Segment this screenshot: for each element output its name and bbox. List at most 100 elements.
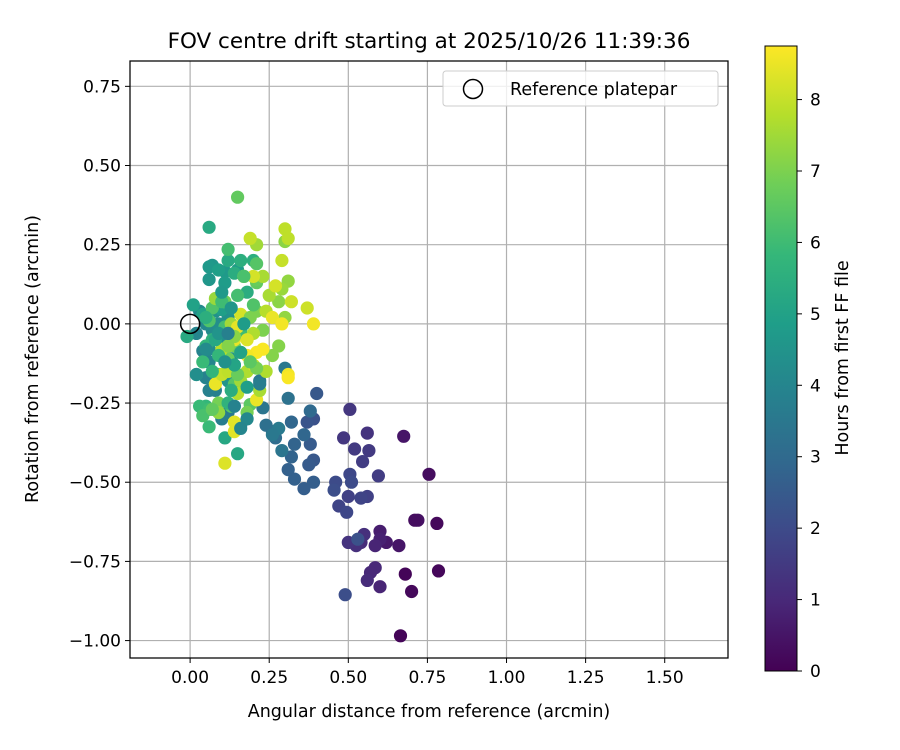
x-tick-label: 1.50 bbox=[646, 668, 684, 688]
y-tick-label: −0.25 bbox=[69, 394, 121, 414]
scatter-point bbox=[275, 317, 289, 331]
scatter-point bbox=[215, 285, 229, 299]
scatter-point bbox=[302, 458, 316, 472]
scatter-point bbox=[218, 456, 232, 470]
colorbar-tick-label: 5 bbox=[810, 305, 821, 325]
scatter-point bbox=[397, 429, 411, 443]
scatter-point bbox=[431, 564, 446, 578]
scatter-point bbox=[287, 437, 302, 451]
scatter-point bbox=[281, 371, 295, 385]
scatter-point bbox=[430, 516, 444, 531]
scatter-point bbox=[234, 345, 248, 359]
scatter-point bbox=[338, 588, 352, 602]
scatter-point bbox=[303, 437, 317, 451]
scatter-point bbox=[221, 253, 235, 268]
scatter-point bbox=[373, 580, 387, 594]
x-tick-label: 0.75 bbox=[408, 668, 446, 688]
colorbar-tick-label: 7 bbox=[810, 162, 821, 182]
y-tick-label: 0.25 bbox=[83, 236, 121, 256]
scatter-point bbox=[186, 298, 200, 312]
scatter-point bbox=[356, 455, 370, 469]
scatter-point bbox=[202, 272, 216, 287]
scatter-point bbox=[221, 242, 235, 256]
scatter-point bbox=[199, 342, 213, 356]
scatter-point bbox=[354, 491, 368, 505]
scatter-point bbox=[341, 489, 355, 504]
scatter-point bbox=[218, 355, 232, 369]
scatter-point bbox=[297, 482, 311, 496]
scatter-point bbox=[250, 257, 264, 271]
scatter-point bbox=[243, 231, 257, 245]
scatter-point bbox=[265, 348, 279, 363]
y-axis-ticks: 0.75 0.50 0.25 0.00 −0.25 −0.50 −0.75 −1.00 bbox=[69, 77, 130, 652]
scatter-point bbox=[348, 442, 362, 456]
y-tick-label: 0.50 bbox=[83, 157, 121, 177]
scatter-point bbox=[408, 513, 422, 527]
scatter-point bbox=[300, 301, 314, 315]
scatter-point bbox=[240, 380, 254, 394]
scatter-point bbox=[265, 428, 279, 442]
x-tick-label: 0.00 bbox=[171, 668, 209, 688]
scatter-point bbox=[281, 231, 295, 245]
chart-title: FOV centre drift starting at 2025/10/26 … bbox=[168, 29, 691, 54]
colorbar-label: Hours from first FF file bbox=[833, 260, 853, 455]
legend-marker bbox=[462, 78, 484, 100]
scatter-point bbox=[221, 326, 235, 340]
scatter-point bbox=[265, 310, 279, 325]
legend-label: Reference platepar bbox=[510, 80, 678, 100]
y-tick-label: 0.00 bbox=[83, 315, 121, 335]
colorbar-bar bbox=[764, 45, 798, 672]
scatter-point bbox=[392, 539, 406, 553]
scatter-point bbox=[221, 339, 235, 353]
scatter-point bbox=[256, 269, 270, 283]
data-points bbox=[180, 190, 446, 643]
scatter-point bbox=[284, 415, 298, 429]
scatter-point bbox=[303, 404, 317, 418]
scatter-point bbox=[360, 573, 374, 588]
scatter-point bbox=[224, 301, 238, 315]
colorbar-ticks: 0 1 2 3 4 5 6 7 8 bbox=[797, 91, 821, 682]
scatter-point bbox=[422, 467, 436, 481]
scatter-point bbox=[199, 310, 213, 325]
x-tick-label: 0.50 bbox=[329, 668, 367, 688]
scatter-point bbox=[344, 475, 359, 489]
scatter-point bbox=[368, 539, 382, 553]
scatter-point bbox=[275, 444, 289, 458]
scatter-point bbox=[284, 450, 298, 464]
scatter-point bbox=[253, 377, 267, 391]
scatter-point bbox=[202, 420, 216, 434]
y-tick-label: −1.00 bbox=[69, 632, 121, 652]
scatter-point bbox=[398, 567, 412, 581]
scatter-point bbox=[224, 383, 238, 397]
scatter-point bbox=[287, 472, 302, 486]
scatter-point bbox=[306, 475, 321, 489]
scatter-point bbox=[362, 444, 376, 458]
scatter-point bbox=[281, 391, 295, 405]
scatter-point bbox=[259, 418, 273, 432]
scatter-point bbox=[240, 333, 254, 347]
legend-box bbox=[442, 70, 719, 107]
scatter-point bbox=[234, 253, 248, 268]
scatter-point bbox=[227, 399, 241, 413]
reference-platepar-marker bbox=[179, 313, 201, 335]
y-tick-label: 0.75 bbox=[83, 77, 121, 97]
x-axis-label: Angular distance from reference (arcmin) bbox=[248, 702, 611, 722]
x-axis-ticks: 0.00 0.25 0.50 0.75 1.00 1.25 1.50 bbox=[171, 658, 684, 688]
scatter-point bbox=[189, 367, 203, 382]
scatter-point bbox=[327, 483, 341, 497]
y-axis-label: Rotation from reference (arcmin) bbox=[23, 215, 43, 503]
scatter-point bbox=[360, 426, 374, 440]
scatter-point bbox=[268, 279, 283, 293]
x-tick-label: 0.25 bbox=[250, 668, 288, 688]
scatter-point bbox=[262, 288, 276, 302]
scatter-point bbox=[351, 532, 365, 546]
scatter-point bbox=[231, 447, 245, 461]
colorbar-tick-label: 8 bbox=[810, 91, 821, 111]
scatter-point bbox=[246, 269, 260, 283]
scatter-point bbox=[405, 584, 419, 599]
scatter-point bbox=[231, 190, 245, 204]
scatter-point bbox=[205, 364, 219, 378]
y-tick-label: −0.50 bbox=[69, 473, 121, 493]
scatter-point bbox=[240, 412, 254, 426]
